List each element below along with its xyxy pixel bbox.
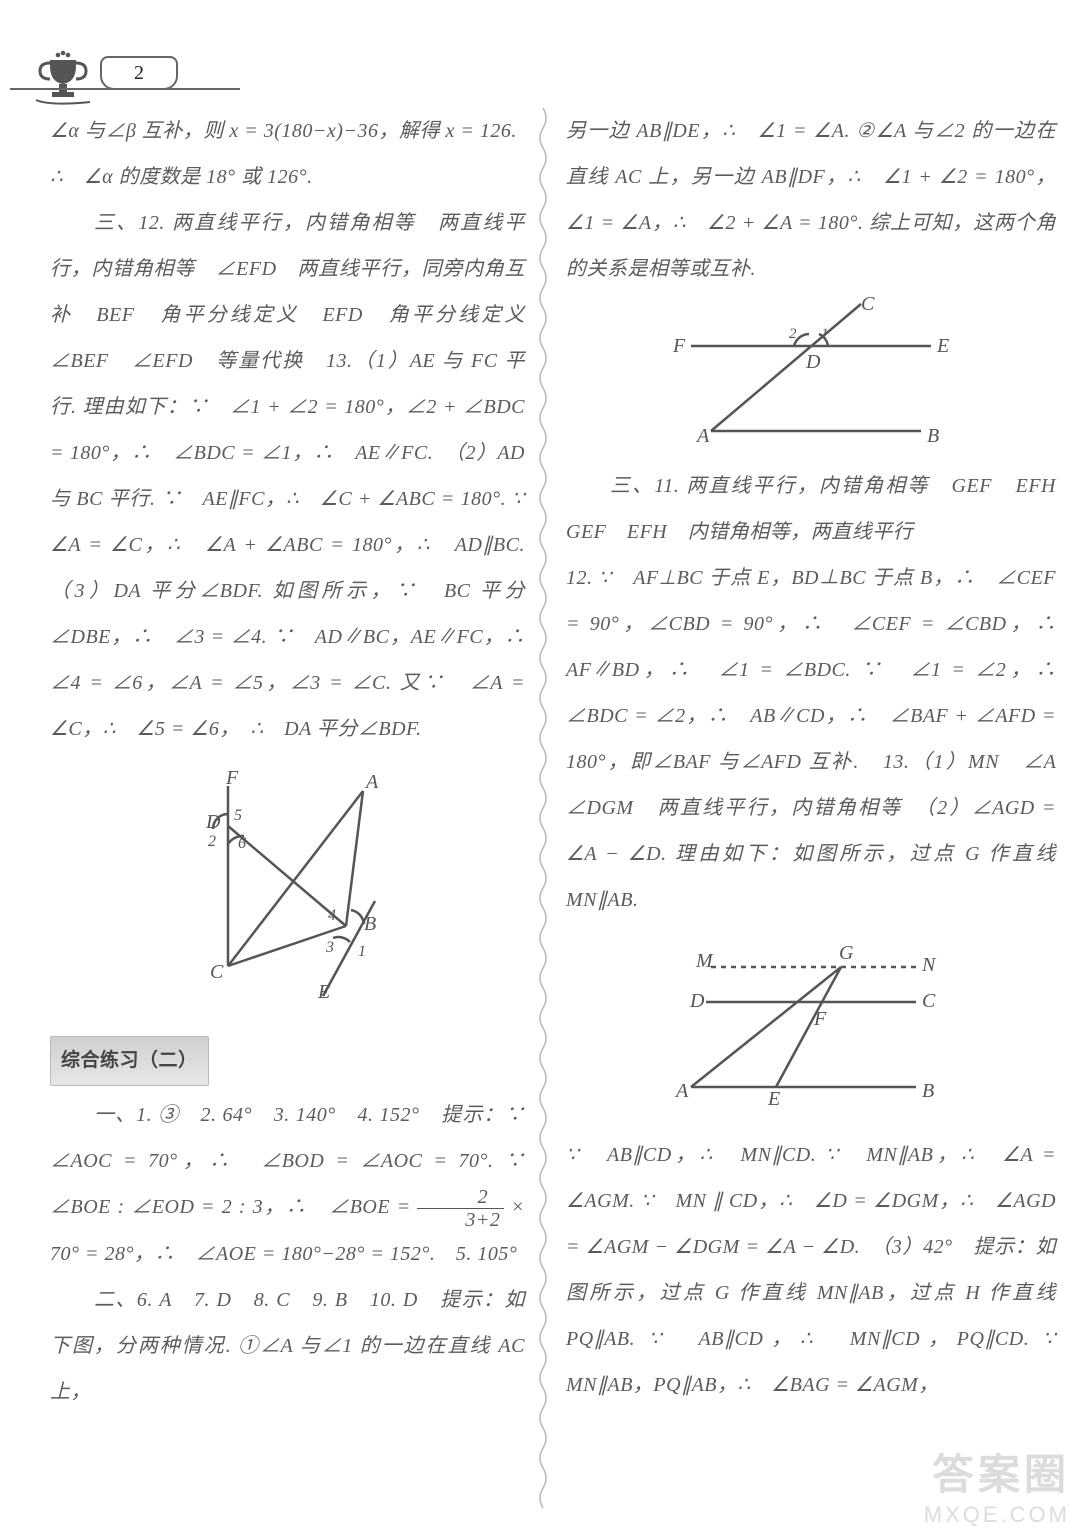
svg-text:D: D [689,990,705,1012]
section-heading: 综合练习（二） [50,1036,209,1086]
text: 三、11. 两直线平行，内错角相等 GEF EFH GEF EFH 内错角相等，… [566,463,1056,555]
svg-text:3: 3 [325,939,335,956]
svg-text:B: B [927,425,940,446]
svg-text:E: E [767,1088,781,1107]
text: ∵ AB∥CD，∴ MN∥CD. ∵ MN∥AB，∴ ∠A = ∠AGM. ∵ … [566,1132,1056,1408]
svg-text:2: 2 [208,833,217,850]
watermark-cn: 答案圈 [924,1441,1070,1502]
svg-text:1: 1 [821,326,829,342]
svg-text:2: 2 [789,326,797,342]
header-rule [10,88,240,90]
svg-text:E: E [317,981,331,1001]
svg-text:4: 4 [328,907,337,924]
svg-text:F: F [225,767,239,789]
figure-triangle: F A D B C E 5 6 2 3 1 4 [50,766,525,1018]
svg-text:C: C [210,961,224,983]
right-column: 另一边 AB∥DE，∴ ∠1 = ∠A. ②∠A 与∠2 的一边在直线 AC 上… [566,108,1056,1408]
svg-text:B: B [922,1080,935,1102]
svg-text:N: N [921,954,937,976]
svg-text:E: E [936,335,950,357]
text: ∠α 与∠β 互补，则 x = 3(180−x)−36，解得 x = 126. [50,108,525,154]
left-column: ∠α 与∠β 互补，则 x = 3(180−x)−36，解得 x = 126. … [50,108,525,1415]
text: ∴ ∠α 的度数是 18° 或 126°. [50,154,525,200]
svg-text:1: 1 [358,943,367,960]
svg-text:F: F [813,1008,827,1030]
trophy-icon [28,50,98,106]
fraction: 23+2 [417,1186,504,1231]
svg-text:B: B [364,913,377,935]
svg-text:C: C [861,296,875,315]
svg-text:5: 5 [234,807,243,824]
svg-text:D: D [205,811,221,833]
watermark-en: MXQE.COM [924,1502,1070,1528]
text: 一、1. ③ 2. 64° 3. 140° 4. 152° 提示：∵ ∠AOC … [50,1092,525,1277]
svg-text:C: C [922,990,936,1012]
svg-text:F: F [672,335,686,357]
text: 二、6. A 7. D 8. C 9. B 10. D 提示：如下图，分两种情况… [50,1277,525,1415]
figure-fcde: F E D C A B 1 2 [566,296,1056,463]
svg-text:A: A [674,1080,689,1102]
svg-text:G: G [839,942,854,964]
text: 12. ∵ AF⊥BC 于点 E，BD⊥BC 于点 B，∴ ∠CEF = 90°… [566,555,1056,923]
figure-mgn: M G N D C F A E B [566,937,1056,1124]
svg-text:A: A [364,771,379,793]
text: 另一边 AB∥DE，∴ ∠1 = ∠A. ②∠A 与∠2 的一边在直线 AC 上… [566,108,1056,292]
text: 三、12. 两直线平行，内错角相等 两直线平行，内错角相等 ∠EFD 两直线平行… [50,200,525,752]
page-number: 2 [100,56,178,90]
svg-text:A: A [695,425,710,446]
svg-text:D: D [805,351,821,373]
svg-text:6: 6 [238,835,247,852]
svg-text:M: M [695,950,714,972]
watermark: 答案圈 MXQE.COM [924,1441,1070,1528]
